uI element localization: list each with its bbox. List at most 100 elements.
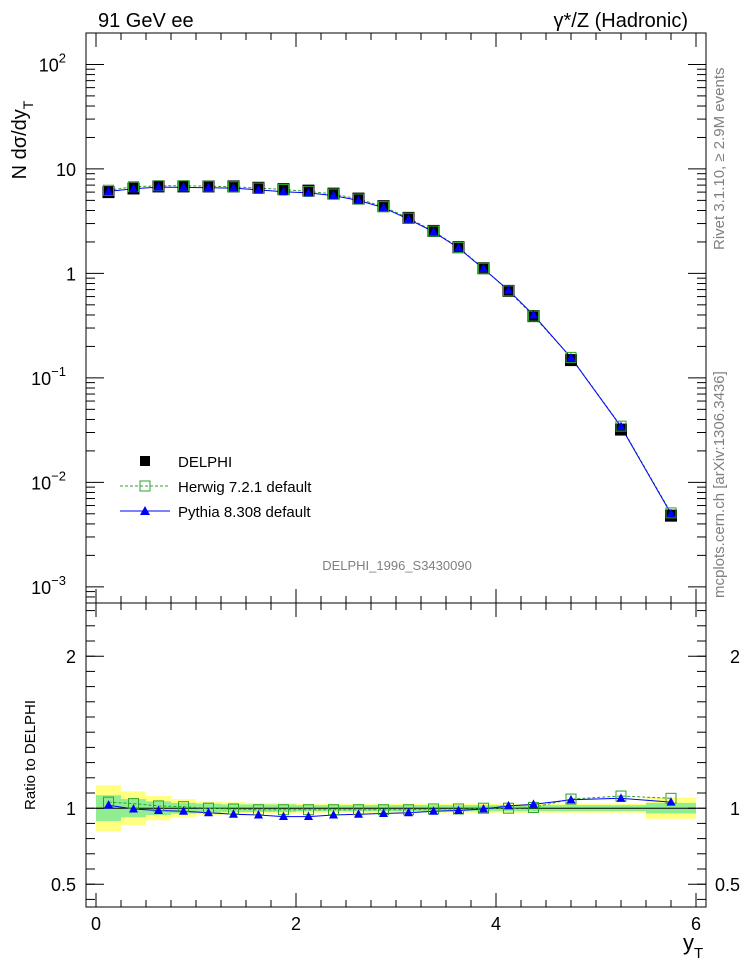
svg-text:yT: yT	[683, 930, 703, 962]
ratio-pythia-point	[529, 799, 538, 808]
ratio-herwig-point	[478, 802, 489, 814]
main-ytick-label: 102	[39, 50, 66, 75]
xlabel: yT	[683, 930, 703, 962]
ratio-pythia-point	[229, 809, 238, 818]
legend-item-data: DELPHI	[140, 454, 232, 471]
herwig-point	[615, 420, 627, 432]
pythia-point	[104, 186, 113, 195]
ratio-ytick-label-right: 1	[730, 799, 740, 819]
ratio-pythia-point	[354, 809, 363, 818]
pythia-point	[666, 508, 676, 518]
legend-label-herwig: Herwig 7.2.1 default	[178, 479, 312, 496]
herwig-point	[403, 212, 414, 224]
xtick-label: 4	[491, 914, 501, 934]
xlabel-sub: T	[694, 945, 703, 962]
herwig-point	[228, 181, 239, 193]
main-ytick-label: 10−1	[31, 364, 66, 389]
pythia-point	[329, 190, 338, 200]
pythia-point	[179, 182, 188, 191]
legend-item-pythia: Pythia 8.308 default	[120, 504, 311, 521]
xtick-label: 6	[691, 914, 701, 934]
legend-label-pythia: Pythia 8.308 default	[178, 504, 311, 521]
ratio-pythia-point	[254, 810, 263, 819]
ratio-pythia-point	[616, 793, 626, 802]
legend-marker-data	[140, 456, 150, 466]
ratio-herwig-point	[565, 793, 577, 805]
main-ytick-label: 10−2	[31, 468, 66, 493]
main-ylabel: N dσ/dyT	[9, 100, 36, 179]
herwig-point	[353, 193, 364, 205]
ratio-pythia-point	[104, 800, 113, 809]
pythia-point	[479, 263, 488, 273]
pythia-point	[566, 352, 576, 362]
pythia-point	[254, 184, 263, 194]
ratio-pythia-point	[204, 807, 213, 817]
ratio-pythia-point	[279, 811, 288, 821]
ratio-uncertainty-band	[96, 785, 696, 831]
pythia-point	[354, 195, 363, 204]
ratio-pythia-point	[129, 803, 138, 813]
main-ylabel-sub: T	[20, 100, 36, 109]
pythia-point	[204, 182, 213, 192]
herwig-point	[665, 507, 677, 519]
ratio-ytick-label: 0.5	[51, 875, 76, 895]
ratio-ytick-label-right: 2	[730, 647, 740, 667]
ratio-pythia-point	[179, 806, 188, 815]
legend: DELPHI Herwig 7.2.1 default Pythia 8.308…	[120, 454, 312, 521]
herwig-point	[428, 225, 439, 237]
main-axes: 102 10 1 10−1 10−2 10−3	[31, 33, 706, 603]
header-left: 91 GeV ee	[98, 10, 194, 32]
legend-label-data: DELPHI	[178, 454, 232, 471]
svg-text:N dσ/dyT: N dσ/dyT	[9, 100, 36, 179]
ratio-pythia-point	[379, 808, 388, 818]
pythia-point	[529, 309, 538, 319]
ratio-pythia-point	[479, 803, 488, 813]
pythia-point	[279, 186, 288, 196]
legend-marker-herwig	[139, 480, 151, 492]
xtick-label: 0	[91, 914, 101, 934]
main-series	[102, 180, 677, 522]
herwig-point	[153, 180, 164, 192]
ratio-pythia-point	[666, 797, 676, 806]
herwig-point	[103, 184, 114, 196]
herwig-point	[565, 351, 577, 363]
legend-marker-pythia	[140, 506, 150, 515]
ratio-ytick-label-right: 0.5	[715, 875, 740, 895]
ratio-pythia-point	[454, 805, 463, 814]
header-right: γ*/Z (Hadronic)	[554, 10, 688, 32]
pythia-point	[129, 183, 138, 193]
rivet-version-label: Rivet 3.1.10, ≥ 2.9M events	[711, 68, 728, 251]
herwig-point	[453, 241, 464, 253]
main-ylabel-text: N dσ/dy	[9, 109, 31, 179]
legend-item-herwig: Herwig 7.2.1 default	[120, 479, 312, 496]
xlabel-text: y	[683, 930, 694, 955]
pythia-point	[304, 187, 313, 197]
pythia-point	[404, 214, 413, 223]
mcplots-label: mcplots.cern.ch [arXiv:1306.3436]	[711, 371, 728, 598]
main-ytick-label: 10	[56, 160, 76, 180]
pythia-point	[454, 243, 463, 252]
main-ytick-label: 1	[66, 264, 76, 284]
ratio-pythia-point	[304, 811, 313, 821]
ratio-pythia-point	[404, 807, 413, 817]
xtick-label: 2	[291, 914, 301, 934]
ratio-pythia-point	[504, 800, 513, 810]
pythia-point	[379, 202, 388, 212]
pythia-point	[504, 285, 513, 294]
ratio-ytick-label: 1	[66, 799, 76, 819]
ratio-ylabel: Ratio to DELPHI	[22, 700, 39, 810]
pythia-point	[154, 182, 163, 191]
herwig-point	[478, 262, 489, 274]
ratio-pythia-point	[329, 810, 338, 819]
ratio-pythia-point	[429, 806, 438, 815]
pythia-point	[616, 421, 626, 431]
ratio-series	[103, 790, 677, 821]
pythia-point	[229, 183, 238, 192]
main-ytick-label: 10−3	[31, 573, 66, 598]
ratio-ytick-label: 2	[66, 647, 76, 667]
herwig-point	[378, 201, 389, 213]
ratio-pythia-point	[154, 805, 163, 814]
ratio-plot-frame	[85, 602, 707, 908]
ratio-axes: 0.5 0.5 1 1 2 2 0 2 4 6	[51, 603, 740, 934]
